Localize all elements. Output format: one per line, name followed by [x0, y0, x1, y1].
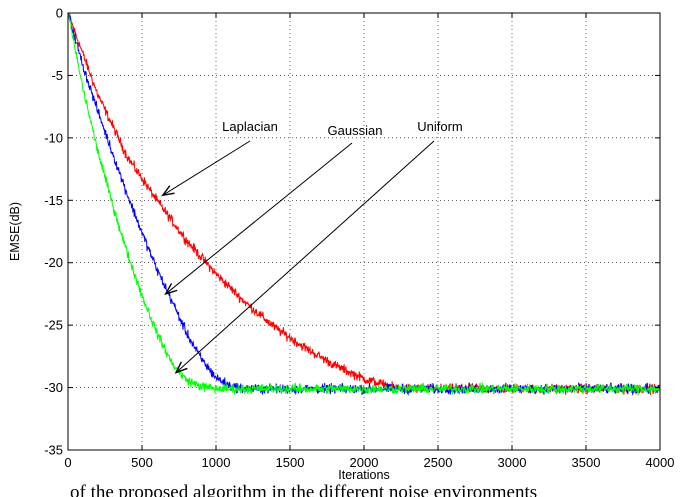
y-tick-label: -25	[44, 318, 63, 333]
y-tick-label: -15	[44, 193, 63, 208]
y-tick-label: -35	[44, 443, 63, 458]
y-axis-label: EMSE(dB)	[8, 202, 22, 261]
y-tick-label: -20	[44, 255, 63, 270]
series-lines	[67, 12, 661, 397]
x-tick-label: 2000	[350, 455, 379, 470]
annotation-arrowhead-gaussian	[164, 283, 178, 296]
grid	[68, 13, 660, 450]
x-tick-label: 3500	[572, 455, 601, 470]
x-tick-label: 3000	[498, 455, 527, 470]
annotations: Laplacian Gaussian Uniform	[161, 119, 463, 374]
x-axis-label: Iterations	[338, 468, 389, 482]
y-tick-label: 0	[56, 6, 63, 21]
y-tick-label: -30	[44, 380, 63, 395]
annotation-arrow-uniform	[175, 140, 435, 373]
y-tick-label: -10	[44, 130, 63, 145]
annotation-arrow-gaussian	[165, 142, 353, 295]
plot-frame	[67, 12, 661, 451]
x-tick-label: 0	[64, 455, 71, 470]
x-tick-label: 500	[131, 455, 153, 470]
figure-caption: of the proposed algorithm in the differe…	[70, 482, 538, 497]
y-tick-label: -5	[51, 68, 63, 83]
annotation-arrowhead-uniform	[174, 361, 188, 374]
series-line-uniform	[67, 12, 661, 397]
x-tick-label: 1000	[202, 455, 231, 470]
annotation-label-gaussian: Gaussian	[328, 123, 383, 138]
x-tick-label: 2500	[424, 455, 453, 470]
x-tick-label: 4000	[646, 455, 675, 470]
x-tick-label: 1500	[276, 455, 305, 470]
axis-ticks: 0 500 1000 1500 2000 2500 3000 3500 4000 0 -5 -10 -1…	[44, 6, 674, 471]
annotation-label-laplacian: Laplacian	[222, 119, 278, 134]
annotation-label-uniform: Uniform	[417, 119, 463, 134]
annotation-arrowhead-laplacian	[161, 185, 175, 197]
annotation-arrow-laplacian	[162, 140, 251, 196]
